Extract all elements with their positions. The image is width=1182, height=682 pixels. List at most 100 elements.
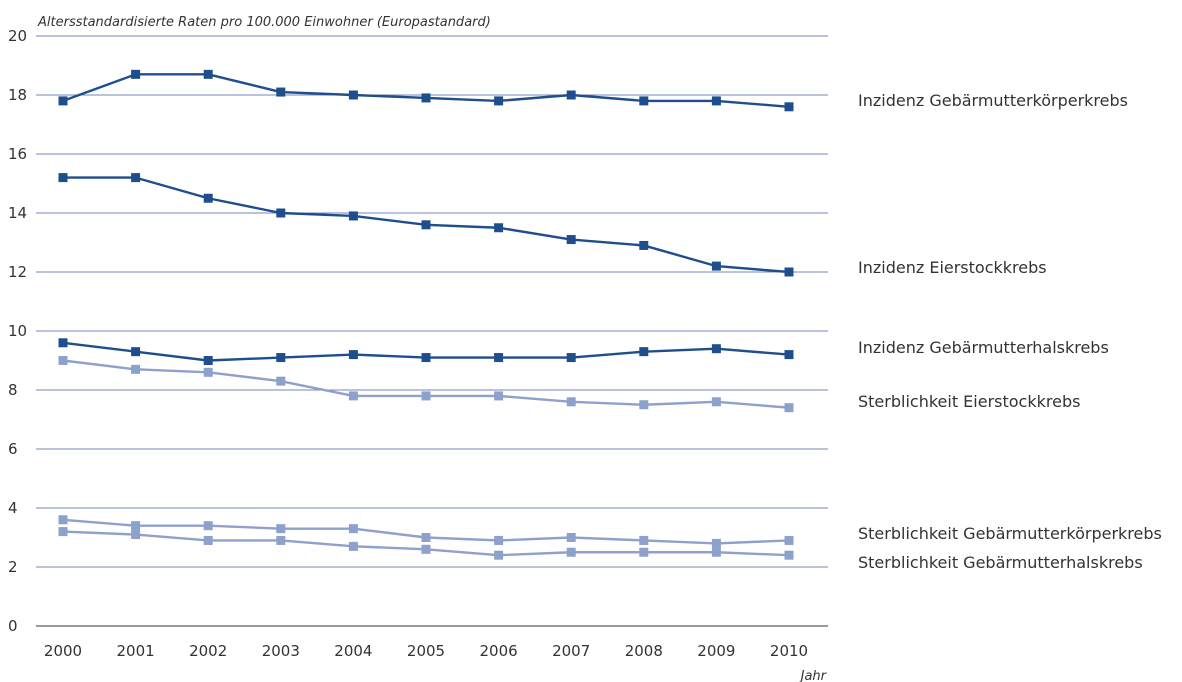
data-point: [58, 356, 68, 365]
data-point: [131, 530, 141, 540]
series-label: Sterblichkeit Eierstockkrebs: [858, 392, 1080, 411]
data-point: [131, 69, 141, 79]
data-point: [203, 521, 213, 531]
y-tick-label: 18: [8, 86, 27, 104]
y-tick-label: 20: [8, 27, 27, 45]
series-label: Sterblichkeit Gebärmutterkörperkrebs: [858, 524, 1162, 543]
data-point: [58, 96, 68, 106]
data-point: [203, 193, 213, 203]
data-point: [494, 96, 504, 106]
data-point: [784, 267, 794, 277]
data-point: [58, 515, 68, 525]
data-point: [348, 350, 358, 360]
data-point: [276, 208, 286, 218]
data-point: [639, 240, 649, 250]
series-label: Sterblichkeit Gebärmutterhalskrebs: [858, 553, 1143, 572]
y-tick-label: 6: [8, 440, 18, 458]
x-tick-label: 2001: [117, 642, 155, 660]
series-labels: Inzidenz Gebärmutterkörperkrebs Inzidenz …: [858, 91, 1162, 572]
x-tick-label: 2002: [189, 642, 227, 660]
x-tick-label: 2006: [480, 642, 518, 660]
data-point: [276, 353, 286, 363]
data-point: [348, 211, 358, 221]
series-1: [58, 173, 794, 277]
data-point: [639, 347, 649, 357]
data-point: [348, 541, 358, 551]
data-point: [131, 521, 141, 531]
data-point: [494, 550, 504, 560]
data-point: [711, 538, 721, 548]
data-point: [784, 403, 794, 413]
data-point: [276, 87, 286, 97]
data-point: [203, 535, 213, 545]
data-point: [58, 338, 68, 348]
y-tick-label: 16: [8, 145, 27, 163]
y-tick-labels: 0 2 4 6 8 10 12 14 16 18 20: [8, 27, 27, 635]
data-point: [639, 96, 649, 106]
data-point: [711, 261, 721, 271]
series-line: [62, 359, 790, 409]
series-label: Inzidenz Eierstockkrebs: [858, 258, 1047, 277]
series-5: [58, 527, 794, 560]
data-point: [421, 391, 431, 401]
data-point: [131, 347, 141, 357]
data-point: [784, 550, 794, 560]
data-point: [348, 90, 358, 100]
grid-lines: [36, 35, 828, 627]
series-2: [58, 338, 794, 365]
series-0: [58, 69, 794, 112]
data-point: [566, 235, 576, 245]
x-tick-label: 2005: [407, 642, 445, 660]
y-tick-label: 2: [8, 558, 18, 576]
series-label: Inzidenz Gebärmutterhalskrebs: [858, 338, 1109, 357]
data-point: [276, 376, 286, 386]
series-lines: [58, 69, 794, 560]
x-tick-label: 2010: [770, 642, 808, 660]
y-tick-label: 14: [8, 204, 27, 222]
series-3: [58, 356, 794, 413]
x-tick-label: 2000: [44, 642, 82, 660]
data-point: [58, 527, 68, 537]
y-tick-label: 12: [8, 263, 27, 281]
series-4: [58, 515, 794, 548]
x-tick-label: 2003: [262, 642, 300, 660]
data-point: [784, 350, 794, 360]
y-tick-label: 10: [8, 322, 27, 340]
data-point: [566, 397, 576, 407]
x-tick-label: 2007: [552, 642, 590, 660]
data-point: [711, 96, 721, 106]
data-point: [421, 533, 431, 542]
data-point: [639, 547, 649, 557]
data-point: [421, 544, 431, 554]
x-tick-label: 2008: [625, 642, 663, 660]
data-point: [494, 535, 504, 545]
data-point: [711, 547, 721, 557]
data-point: [639, 535, 649, 545]
data-point: [711, 397, 721, 407]
data-point: [566, 353, 576, 363]
data-point: [494, 391, 504, 401]
data-point: [276, 524, 286, 534]
data-point: [131, 364, 141, 374]
x-axis-label: Jahr: [798, 669, 828, 682]
series-label: Inzidenz Gebärmutterkörperkrebs: [858, 91, 1128, 110]
y-tick-label: 8: [8, 381, 18, 399]
x-tick-labels: 2000 2001 2002 2003 2004 2005 2006 2007 2008 2009…: [44, 642, 808, 660]
data-point: [203, 69, 213, 79]
data-point: [58, 173, 68, 183]
data-point: [348, 391, 358, 401]
data-point: [784, 535, 794, 545]
y-tick-label: 4: [8, 499, 18, 517]
data-point: [566, 90, 576, 100]
data-point: [203, 367, 213, 377]
data-point: [639, 400, 649, 410]
data-point: [276, 535, 286, 545]
data-point: [421, 353, 431, 363]
y-tick-label: 0: [8, 617, 18, 635]
x-tick-label: 2009: [697, 642, 735, 660]
data-point: [203, 356, 213, 365]
data-point: [566, 547, 576, 557]
x-tick-label: 2004: [334, 642, 372, 660]
data-point: [348, 524, 358, 534]
